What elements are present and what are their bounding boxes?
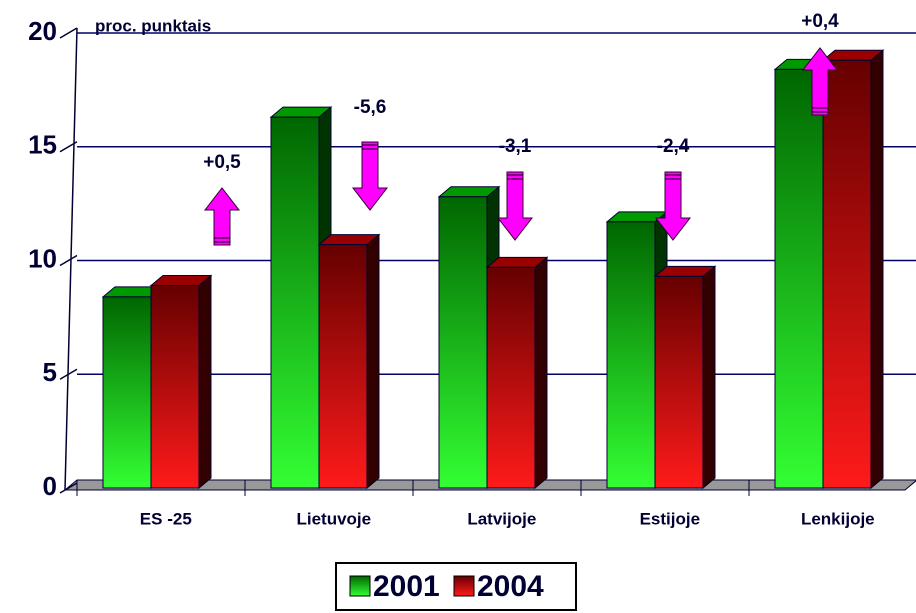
bar-side (702, 265, 716, 490)
subtitle: proc. punktais (95, 16, 211, 35)
bar (270, 116, 320, 489)
y-tick-label: 5 (43, 357, 57, 387)
x-tick-label: Latvijoje (467, 509, 536, 528)
x-tick-label: Lenkijoje (801, 509, 875, 528)
legend-swatch (349, 575, 371, 597)
x-tick-label: Estijoje (640, 509, 700, 528)
bar (102, 296, 152, 489)
legend-label: 2004 (477, 570, 544, 603)
bar (486, 266, 536, 489)
y-tick-label: 0 (43, 471, 57, 501)
annotation: +0,5 (203, 152, 241, 173)
y-tick (59, 482, 78, 494)
bar (654, 275, 704, 489)
bar (774, 68, 824, 489)
y-tick (59, 254, 78, 267)
y-tick-label: 10 (28, 243, 57, 273)
bar-side (198, 274, 212, 490)
bar (318, 244, 368, 489)
bar-side (534, 256, 548, 490)
bar-side (870, 49, 884, 490)
x-tick-label: Lietuvoje (296, 509, 371, 528)
annotation: -3,1 (499, 136, 532, 157)
arrow (203, 187, 241, 246)
y-tick-label: 20 (28, 16, 57, 46)
x-tick-label: ES -25 (140, 509, 192, 528)
bar (822, 59, 872, 489)
y-axis (64, 27, 78, 491)
bar (606, 221, 656, 489)
bar (438, 196, 488, 489)
annotation: -5,6 (354, 97, 387, 118)
y-tick (59, 27, 78, 39)
y-tick-label: 15 (28, 130, 57, 160)
bar-side (366, 233, 380, 490)
annotation: -2,4 (657, 136, 690, 157)
annotation: +0,4 (801, 11, 839, 32)
arrow (351, 141, 389, 211)
bar (150, 285, 200, 489)
arrow (496, 171, 534, 241)
legend-swatch (453, 575, 475, 597)
legend-label: 2001 (373, 570, 440, 603)
arrow (654, 171, 692, 241)
